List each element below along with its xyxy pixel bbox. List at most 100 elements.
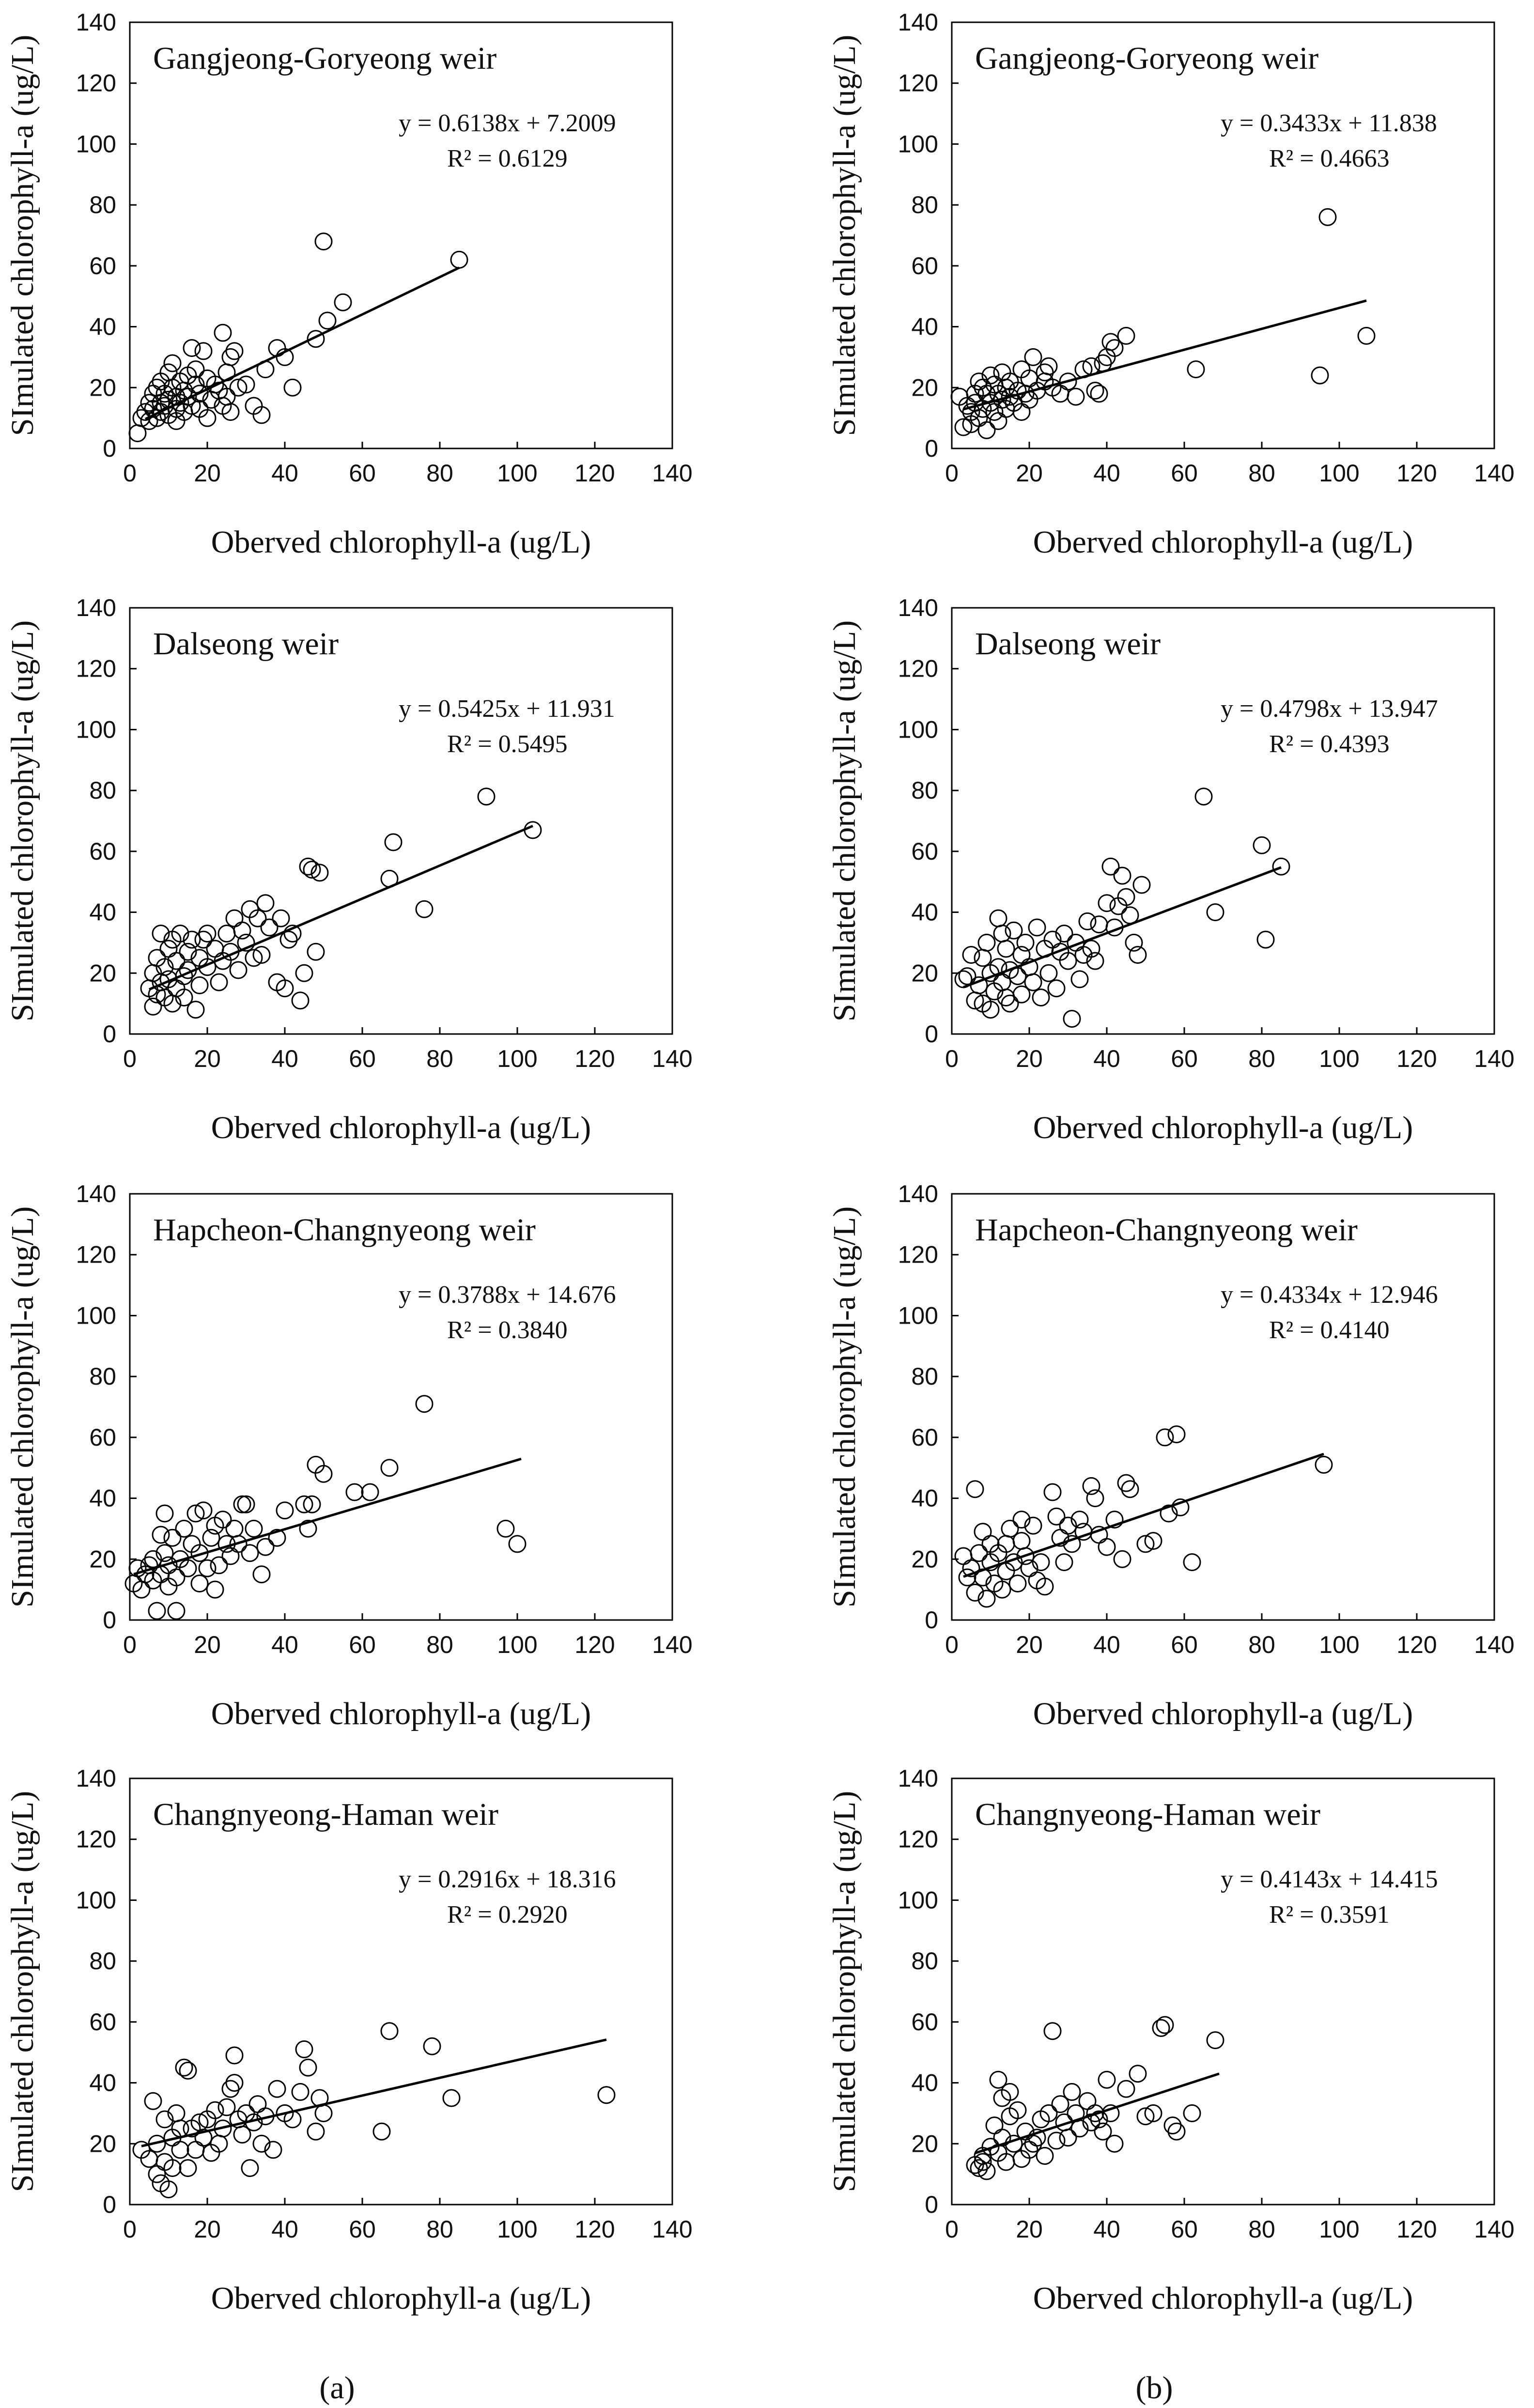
data-point [1318,208,1337,226]
y-tick-label: 80 [89,777,116,804]
data-point [1032,1553,1050,1572]
x-axis-label: Oberved chlorophyll-a (ug/L) [1033,525,1413,560]
x-axis-label: Oberved chlorophyll-a (ug/L) [211,1696,591,1731]
data-point [194,342,213,360]
y-tick-label: 0 [103,1606,116,1634]
trend-line [975,2072,1220,2155]
y-tick-label: 120 [898,70,938,97]
data-point [1156,2016,1174,2034]
data-point [314,2104,333,2122]
x-tick-label: 40 [1093,2216,1120,2243]
data-point [1105,2134,1124,2153]
data-point [496,1519,515,1538]
data-point [1183,1553,1201,1572]
x-tick-label: 0 [945,1631,959,1658]
r-squared-label: R² = 0.6129 [447,145,568,172]
y-tick-label: 20 [911,374,938,401]
y-axis-label: SImulated chlorophyll-a (ug/L) [827,35,862,436]
data-point [1078,912,1097,930]
data-point [993,2129,1011,2147]
data-point [179,1559,197,1577]
data-point [167,1568,186,1587]
x-tick-label: 20 [194,2216,221,2243]
data-point [171,2141,189,2159]
x-tick-label: 40 [1093,1045,1120,1072]
data-point [272,909,290,927]
data-point [299,1519,317,1538]
x-axis-label: Oberved chlorophyll-a (ug/L) [1033,1696,1413,1731]
data-point [155,1544,174,1562]
data-point [175,1519,193,1538]
data-point [1008,1574,1027,1593]
data-point [966,1480,984,1498]
data-point [179,2061,197,2080]
data-point [256,894,275,912]
data-point [1117,326,1135,345]
data-point [1016,933,1035,952]
x-tick-label: 100 [497,1045,537,1072]
y-tick-label: 120 [898,655,938,682]
data-point [221,2080,240,2098]
x-tick-label: 80 [1248,2216,1275,2243]
data-point [291,991,310,1010]
y-tick-label: 0 [103,2191,116,2218]
trend-line [144,266,460,420]
data-point [279,930,298,949]
x-tick-label: 80 [426,2216,453,2243]
y-tick-label: 140 [76,1765,116,1792]
plot-frame [951,21,1495,449]
data-point [155,1504,174,1523]
x-tick-label: 100 [1319,1045,1359,1072]
y-tick-label: 0 [103,435,116,462]
data-point [1016,1547,1035,1565]
trend-line [141,2038,607,2147]
y-tick-label: 20 [911,959,938,987]
chart-title: Changnyeong-Haman weir [153,1797,498,1832]
data-point [1028,2129,1046,2147]
x-tick-label: 20 [1016,1631,1043,1658]
data-point [1098,1538,1116,1556]
y-tick-label: 80 [911,1363,938,1390]
data-point [1132,876,1151,894]
data-point [1070,970,1089,988]
data-point [345,1483,364,1501]
data-point [1206,903,1224,922]
data-point [179,942,197,961]
data-point [155,958,174,976]
data-point [1152,2019,1170,2037]
data-point [1098,2070,1116,2089]
y-tick-label: 140 [898,1180,938,1207]
data-point [1311,366,1329,385]
data-point [361,1483,379,1501]
data-point [1256,930,1275,949]
plot-frame [951,1777,1495,2206]
x-tick-label: 140 [652,2216,692,2243]
data-point [248,2095,267,2114]
data-point [981,1001,1000,1019]
chart-title: Hapcheon-Changnyeong weir [975,1212,1358,1248]
data-point [260,918,279,937]
data-point [1051,2095,1069,2114]
data-point [229,1535,248,1553]
data-point [229,961,248,979]
data-point [252,1565,271,1584]
x-tick-label: 60 [1171,460,1198,487]
data-point [1101,333,1120,351]
data-point [307,330,325,348]
data-point [1036,2146,1054,2165]
data-point [597,2086,616,2104]
data-point [1086,382,1104,400]
data-point [283,925,302,943]
data-point [993,1580,1011,1599]
data-point [310,864,329,882]
data-point [233,921,251,940]
y-tick-label: 140 [76,1180,116,1207]
data-point [237,933,255,952]
data-point [214,324,232,342]
plot-frame [951,1193,1495,1621]
plot-frame [129,21,673,449]
data-point [252,406,271,424]
data-point [167,952,186,970]
chart-title: Gangjeong-Goryeong weir [975,41,1318,76]
data-point [974,1523,992,1541]
